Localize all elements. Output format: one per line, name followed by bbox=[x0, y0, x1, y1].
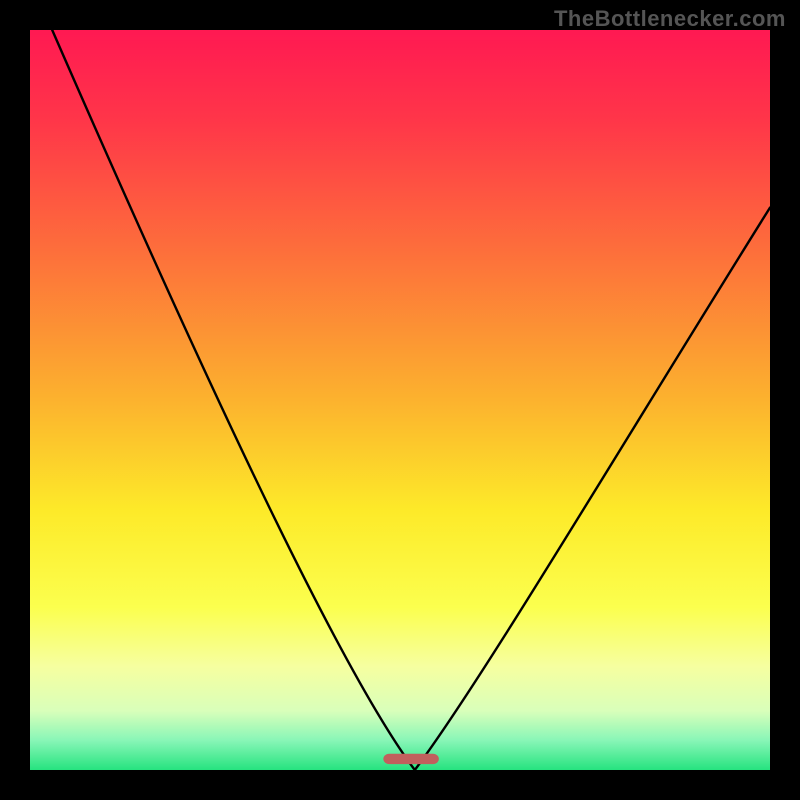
watermark-text: TheBottlenecker.com bbox=[554, 6, 786, 32]
optimal-marker bbox=[383, 754, 439, 764]
plot-background bbox=[30, 30, 770, 770]
chart-container: TheBottlenecker.com bbox=[0, 0, 800, 800]
bottleneck-chart bbox=[0, 0, 800, 800]
